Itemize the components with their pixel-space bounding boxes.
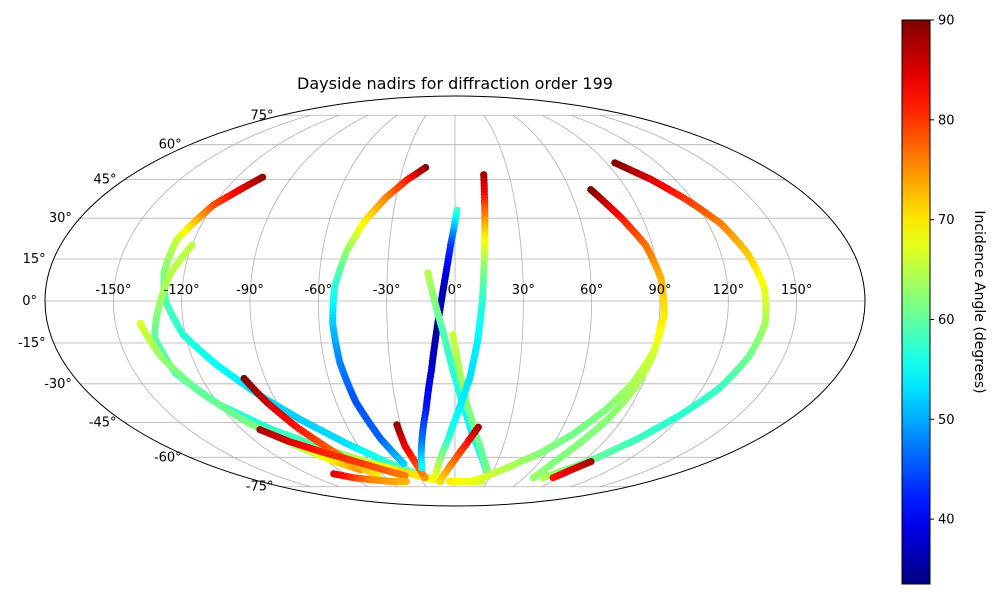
- scatter-point: [418, 464, 426, 472]
- scatter-points: [136, 159, 770, 486]
- longitude-tick-label: 0°: [448, 283, 463, 298]
- scatter-point: [467, 477, 475, 486]
- scatter-point: [421, 474, 429, 482]
- longitude-tick-label: -150°: [95, 283, 131, 298]
- longitude-tick-label: -30°: [373, 283, 401, 298]
- scatter-point: [402, 477, 410, 486]
- colorbar-tick-label: 70: [938, 213, 955, 228]
- longitude-tick-label: 90°: [648, 283, 671, 298]
- latitude-tick-label: -15°: [18, 336, 46, 351]
- latitude-tick-label: 60°: [159, 138, 182, 153]
- latitude-tick-label: -30°: [44, 377, 72, 392]
- scatter-point: [436, 477, 444, 486]
- scatter-point: [549, 474, 557, 482]
- latitude-tick-label: -75°: [246, 480, 274, 495]
- longitude-tick-label: 30°: [512, 283, 535, 298]
- longitude-tick-label: -60°: [304, 283, 332, 298]
- scatter-point: [539, 474, 547, 482]
- latitude-tick-label: -60°: [154, 450, 182, 465]
- colorbar-label: Incidence Angle (degrees): [971, 210, 987, 393]
- longitude-tick-label: -90°: [236, 283, 264, 298]
- map-border: [44, 95, 866, 507]
- colorbar-tick-label: 80: [938, 113, 955, 128]
- longitude-labels: -150° -120° -90° -60° -30° 0° 30° 60° 90° 120° 150…: [95, 283, 812, 298]
- latitude-tick-label: 45°: [94, 173, 117, 188]
- scatter-point: [400, 460, 408, 468]
- latitude-labels: -75° -60° -45° -30° -15° 0° 15° 30° 45° 60° 75°: [18, 108, 274, 494]
- chart-title: Dayside nadirs for diffraction order 199: [297, 74, 613, 93]
- latitude-tick-label: 0°: [22, 294, 37, 309]
- longitude-tick-label: -120°: [164, 283, 200, 298]
- scatter-point: [401, 472, 409, 480]
- colorbar-tick-label: 50: [938, 413, 955, 428]
- longitude-tick-label: 60°: [580, 283, 603, 298]
- longitude-tick-label: 120°: [713, 283, 744, 298]
- colorbar: [901, 19, 931, 585]
- latitude-tick-label: 30°: [49, 211, 72, 226]
- scatter-point: [529, 474, 538, 482]
- latitude-tick-label: -45°: [89, 415, 117, 430]
- longitude-tick-label: 150°: [781, 283, 812, 298]
- latitude-tick-label: 75°: [250, 108, 273, 123]
- colorbar-tick-label: 60: [938, 313, 955, 328]
- latitude-tick-label: 15°: [23, 252, 46, 267]
- colorbar-ticks: 40 50 60 70 80 90: [930, 14, 955, 528]
- colorbar-tick-label: 90: [938, 14, 955, 29]
- colorbar-tick-label: 40: [938, 513, 955, 528]
